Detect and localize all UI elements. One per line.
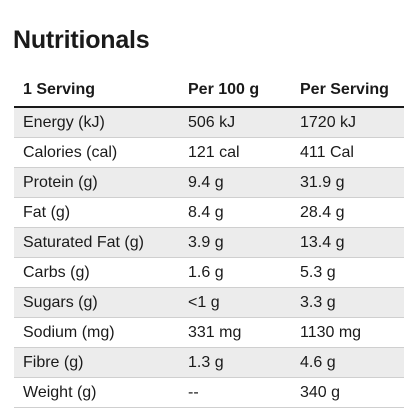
table-row: Fat (g) 8.4 g 28.4 g (14, 198, 404, 228)
nutrient-name: Saturated Fat (g) (23, 233, 144, 251)
nutrient-name: Fibre (g) (23, 353, 84, 371)
table-row: Calories (cal) 121 cal 411 Cal (14, 138, 404, 168)
table-header-row: 1 Serving Per 100 g Per Serving (14, 74, 404, 108)
nutrient-name: Protein (g) (23, 173, 98, 191)
per-serving-value: 4.6 g (300, 353, 336, 371)
per-serving-value: 13.4 g (300, 233, 345, 251)
per-serving-value: 3.3 g (300, 293, 336, 311)
table-row: Saturated Fat (g) 3.9 g 13.4 g (14, 228, 404, 258)
column-header-serving: 1 Serving (23, 81, 96, 98)
column-header-per-serving: Per Serving (300, 81, 389, 98)
per-serving-value: 1720 kJ (300, 113, 357, 131)
nutrition-table: 1 Serving Per 100 g Per Serving Energy (… (14, 74, 404, 408)
nutrient-name: Sodium (mg) (23, 323, 115, 341)
per-serving-value: 31.9 g (300, 173, 345, 191)
per-100g-value: 331 mg (188, 323, 242, 341)
per-serving-value: 340 g (300, 383, 341, 401)
nutrient-name: Weight (g) (23, 383, 97, 401)
table-row: Sodium (mg) 331 mg 1130 mg (14, 318, 404, 348)
per-100g-value: 1.3 g (188, 353, 224, 371)
page-title: Nutritionals (13, 26, 150, 54)
nutrient-name: Calories (cal) (23, 143, 118, 161)
table-row: Weight (g) -- 340 g (14, 378, 404, 408)
table-row: Fibre (g) 1.3 g 4.6 g (14, 348, 404, 378)
per-serving-value: 28.4 g (300, 203, 345, 221)
column-header-per-100g: Per 100 g (188, 81, 260, 98)
table-body: Energy (kJ) 506 kJ 1720 kJ Calories (cal) 12… (14, 108, 404, 408)
per-serving-value: 411 Cal (300, 143, 354, 161)
table-row: Protein (g) 9.4 g 31.9 g (14, 168, 404, 198)
table-row: Carbs (g) 1.6 g 5.3 g (14, 258, 404, 288)
per-100g-value: 8.4 g (188, 203, 224, 221)
nutrient-name: Carbs (g) (23, 263, 90, 281)
per-serving-value: 5.3 g (300, 263, 336, 281)
table-row: Energy (kJ) 506 kJ 1720 kJ (14, 108, 404, 138)
per-100g-value: 9.4 g (188, 173, 224, 191)
nutrient-name: Fat (g) (23, 203, 71, 221)
per-serving-value: 1130 mg (300, 323, 362, 341)
per-100g-value: -- (188, 383, 199, 401)
per-100g-value: 3.9 g (188, 233, 224, 251)
per-100g-value: 1.6 g (188, 263, 224, 281)
per-100g-value: 121 cal (188, 143, 240, 161)
table-row: Sugars (g) <1 g 3.3 g (14, 288, 404, 318)
per-100g-value: <1 g (188, 293, 220, 311)
nutrient-name: Sugars (g) (23, 293, 98, 311)
per-100g-value: 506 kJ (188, 113, 236, 131)
nutrient-name: Energy (kJ) (23, 113, 105, 131)
